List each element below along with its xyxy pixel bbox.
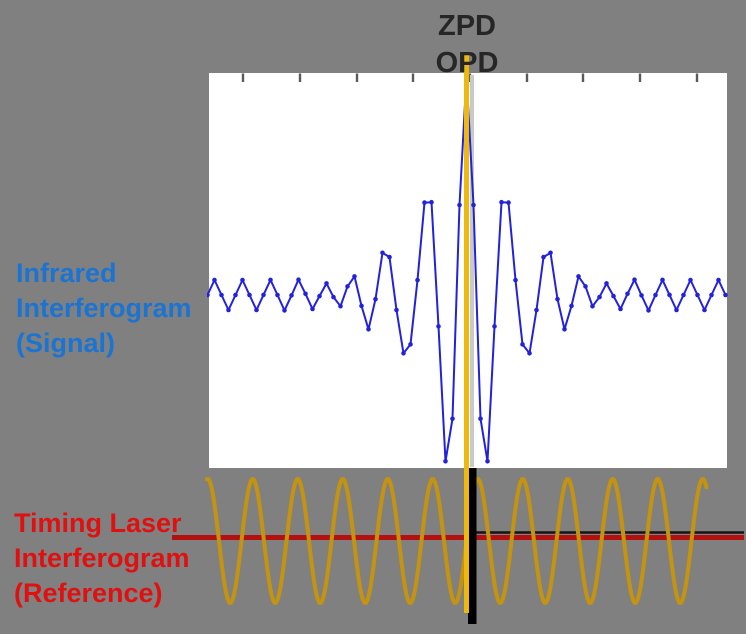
signal-label: Infrared Interferogram (Signal) bbox=[16, 256, 192, 361]
signal-label-line: Infrared bbox=[16, 258, 117, 288]
zpd-opd-annotation: ZPD OPD bbox=[436, 8, 499, 82]
zpd-line-shadow-below-plot bbox=[468, 468, 477, 624]
signal-label-line: (Signal) bbox=[16, 328, 115, 358]
zpd-text: ZPD bbox=[438, 10, 496, 42]
reference-label-line: (Reference) bbox=[14, 578, 163, 608]
series-timing-laser-sine bbox=[205, 477, 709, 605]
signal-label-line: Interferogram bbox=[16, 293, 192, 323]
reference-label: Timing Laser Interferogram (Reference) bbox=[14, 506, 190, 611]
reference-label-line: Interferogram bbox=[14, 543, 190, 573]
opd-text: OPD bbox=[435, 47, 499, 79]
x-axis-ticks bbox=[241, 73, 699, 82]
reference-label-line: Timing Laser bbox=[14, 508, 182, 538]
